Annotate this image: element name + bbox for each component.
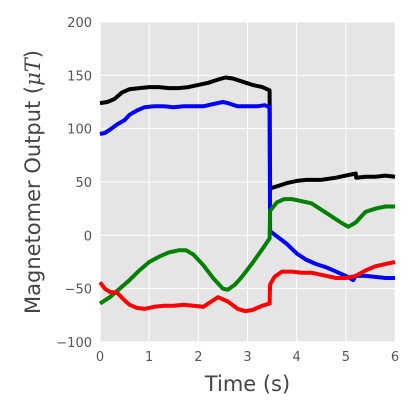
y-axis-ticks: −100 −50 0 50 100 150 200 <box>56 16 92 351</box>
y-tick-label: −100 <box>56 336 92 351</box>
y-tick-label: 100 <box>67 123 92 138</box>
y-axis-label-unit: μT <box>21 56 45 86</box>
x-tick-label: 3 <box>243 350 251 365</box>
y-axis-label-prefix: Magnetomer Output ( <box>21 86 45 314</box>
data-series <box>98 75 396 314</box>
series-line-4 <box>98 260 396 314</box>
x-axis-label: Time (s) <box>204 372 290 396</box>
series-line-1 <box>99 75 396 191</box>
series-line-2 <box>99 100 395 283</box>
x-tick-label: 4 <box>293 350 301 365</box>
y-tick-label: −50 <box>65 283 92 298</box>
y-axis-label: Magnetomer Output (μT) <box>21 50 45 314</box>
y-axis-label-suffix: ) <box>21 50 45 58</box>
x-axis-ticks: 0 1 2 3 4 5 6 <box>96 350 399 365</box>
x-tick-label: 2 <box>194 350 202 365</box>
x-tick-label: 1 <box>145 350 153 365</box>
x-tick-label: 0 <box>96 350 104 365</box>
y-tick-label: 50 <box>75 176 92 191</box>
grid-lines <box>99 21 396 343</box>
y-tick-label: 150 <box>67 69 92 84</box>
x-tick-label: 6 <box>391 350 399 365</box>
series-line-3 <box>98 197 395 306</box>
y-tick-label: 0 <box>84 229 92 244</box>
x-tick-label: 5 <box>342 350 350 365</box>
y-tick-label: 200 <box>67 16 92 31</box>
